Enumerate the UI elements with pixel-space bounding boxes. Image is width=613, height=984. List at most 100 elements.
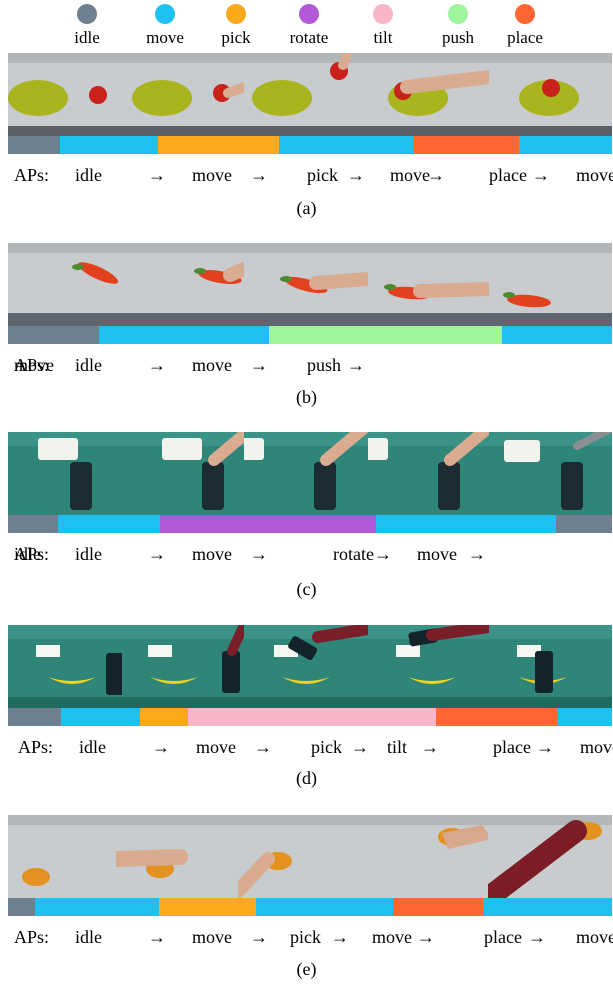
- action-primitive: idle: [75, 165, 102, 185]
- action-primitive: tilt: [387, 737, 408, 757]
- legend-item-pick: pick: [196, 4, 276, 48]
- video-frame: [244, 625, 368, 708]
- arrow-icon: →: [148, 544, 166, 564]
- video-frame: [489, 625, 612, 708]
- timeline-segment-push: [268, 326, 503, 344]
- video-frame: [122, 625, 244, 708]
- timeline-segment-pick: [157, 136, 279, 154]
- legend-item-idle: idle: [47, 4, 127, 48]
- legend-item-move: move: [125, 4, 205, 48]
- aps-label: APs:: [14, 544, 50, 564]
- timeline-segment-move: [483, 898, 612, 916]
- timeline-segment-move: [59, 136, 158, 154]
- legend-swatch: [373, 4, 393, 24]
- arrow-icon: →: [331, 927, 349, 947]
- video-frame: [368, 432, 489, 515]
- video-frame: [8, 243, 122, 326]
- video-frame: [368, 625, 489, 708]
- arrow-icon: →: [250, 544, 268, 564]
- aps-label: APs:: [14, 165, 50, 185]
- timeline-segment-pick: [139, 708, 188, 726]
- video-frame: [8, 815, 116, 898]
- video-frame: [368, 53, 489, 136]
- legend-label: idle: [74, 28, 100, 47]
- figure-panel: APs: idle → move → rotate → move → idle (c): [0, 432, 613, 604]
- action-primitive: move: [372, 927, 412, 947]
- video-frame: [8, 432, 122, 515]
- timeline-segment-idle: [8, 898, 36, 916]
- legend-label: rotate: [289, 28, 329, 47]
- action-primitive: push: [307, 355, 342, 375]
- timeline-segment-idle: [8, 136, 60, 154]
- action-timeline-bar: [8, 326, 612, 344]
- timeline-segment-move: [518, 136, 612, 154]
- video-frame: [488, 815, 612, 898]
- aps-label: APs:: [14, 927, 50, 947]
- action-timeline-bar: [8, 136, 612, 154]
- arrow-icon: →: [250, 355, 268, 375]
- action-primitive: move: [192, 544, 232, 564]
- arrow-icon: →: [148, 165, 166, 185]
- arrow-icon: →: [417, 927, 435, 947]
- arrow-icon: →: [148, 355, 166, 375]
- figure-panel: APs: idle → move → push → move (b): [0, 243, 613, 412]
- video-frame: [116, 815, 238, 898]
- timeline-segment-tilt: [187, 708, 437, 726]
- arrow-icon: →: [250, 165, 268, 185]
- video-frame: [489, 432, 612, 515]
- legend-item-place: place: [485, 4, 565, 48]
- action-primitive: move: [417, 544, 457, 564]
- action-primitive: move: [576, 927, 613, 947]
- action-timeline-bar: [8, 898, 612, 916]
- figure-panel: APs: idle → move → pick → move → place → move (e): [0, 815, 613, 984]
- action-primitive: move: [576, 165, 613, 185]
- timeline-segment-move: [502, 326, 612, 344]
- panel-caption: (e): [296, 959, 317, 979]
- arrow-icon: →: [427, 165, 445, 185]
- action-primitive: pick: [290, 927, 321, 947]
- timeline-segment-place: [393, 898, 484, 916]
- arrow-icon: →: [347, 355, 365, 375]
- action-timeline-bar: [8, 515, 612, 533]
- arrow-icon: →: [536, 737, 554, 757]
- action-primitive: move: [192, 355, 232, 375]
- action-primitive: place: [489, 165, 527, 185]
- action-primitive: move: [390, 165, 430, 185]
- legend-label: tilt: [373, 28, 393, 47]
- legend-swatch: [299, 4, 319, 24]
- action-primitive: rotate: [333, 544, 374, 564]
- action-primitive: idle: [14, 544, 41, 564]
- action-primitive: idle: [79, 737, 106, 757]
- action-legend: idle move pick rotate tilt push place: [0, 4, 613, 52]
- action-primitive: place: [484, 927, 522, 947]
- aps-label: APs:: [18, 737, 54, 757]
- action-primitive: idle: [75, 927, 102, 947]
- timeline-segment-move: [98, 326, 269, 344]
- legend-swatch: [77, 4, 97, 24]
- legend-swatch: [155, 4, 175, 24]
- video-frame: [244, 432, 368, 515]
- timeline-segment-move: [557, 708, 612, 726]
- video-frame-strip: [8, 815, 612, 898]
- timeline-segment-move: [35, 898, 159, 916]
- arrow-icon: →: [421, 737, 439, 757]
- timeline-segment-move: [60, 708, 140, 726]
- legend-swatch: [515, 4, 535, 24]
- legend-label: place: [507, 28, 543, 47]
- video-frame: [362, 815, 488, 898]
- panel-caption: (b): [296, 387, 317, 407]
- arrow-icon: →: [468, 544, 486, 564]
- panel-caption: (d): [296, 768, 317, 788]
- legend-swatch: [448, 4, 468, 24]
- timeline-segment-move: [255, 898, 394, 916]
- video-frame: [122, 53, 244, 136]
- video-frame-strip: [8, 432, 612, 515]
- legend-label: push: [441, 28, 475, 47]
- action-primitive: move: [580, 737, 613, 757]
- panel-caption: (c): [296, 579, 317, 599]
- timeline-segment-move: [278, 136, 415, 154]
- action-primitive: move: [14, 355, 54, 375]
- action-primitive: place: [493, 737, 531, 757]
- action-primitive: idle: [75, 355, 102, 375]
- video-frame: [8, 625, 122, 708]
